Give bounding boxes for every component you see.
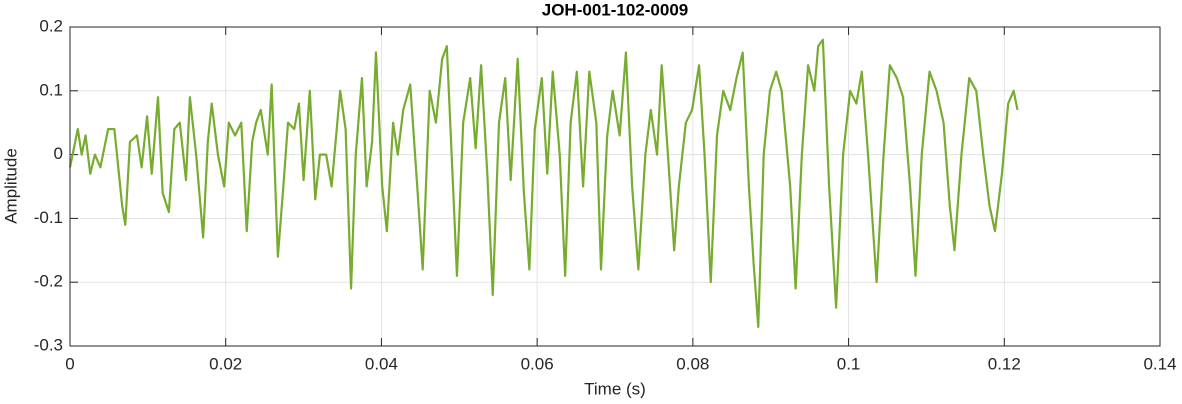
plot-box: [69, 26, 1161, 347]
x-tick-label: 0.06: [521, 354, 554, 373]
y-tick-label: -0.2: [34, 272, 63, 291]
y-axis-label: Amplitude: [1, 148, 20, 224]
x-tick-label: 0.12: [988, 354, 1021, 373]
x-axis-label: Time (s): [584, 379, 646, 398]
x-tick-label: 0.1: [837, 354, 861, 373]
y-tick-label: 0.1: [39, 80, 63, 99]
chart-title: JOH-001-102-0009: [542, 0, 688, 19]
x-tick-label: 0: [65, 354, 74, 373]
y-tick-label: 0: [54, 144, 63, 163]
y-tick-label: -0.3: [34, 335, 63, 354]
y-tick-label: 0.2: [39, 16, 63, 35]
x-tick-label: 0.08: [676, 354, 709, 373]
x-tick-label: 0.02: [209, 354, 242, 373]
y-tick-label: -0.1: [34, 208, 63, 227]
x-tick-label: 0.04: [365, 354, 398, 373]
x-tick-label: 0.14: [1143, 354, 1176, 373]
waveform-line: [68, 38, 1019, 328]
